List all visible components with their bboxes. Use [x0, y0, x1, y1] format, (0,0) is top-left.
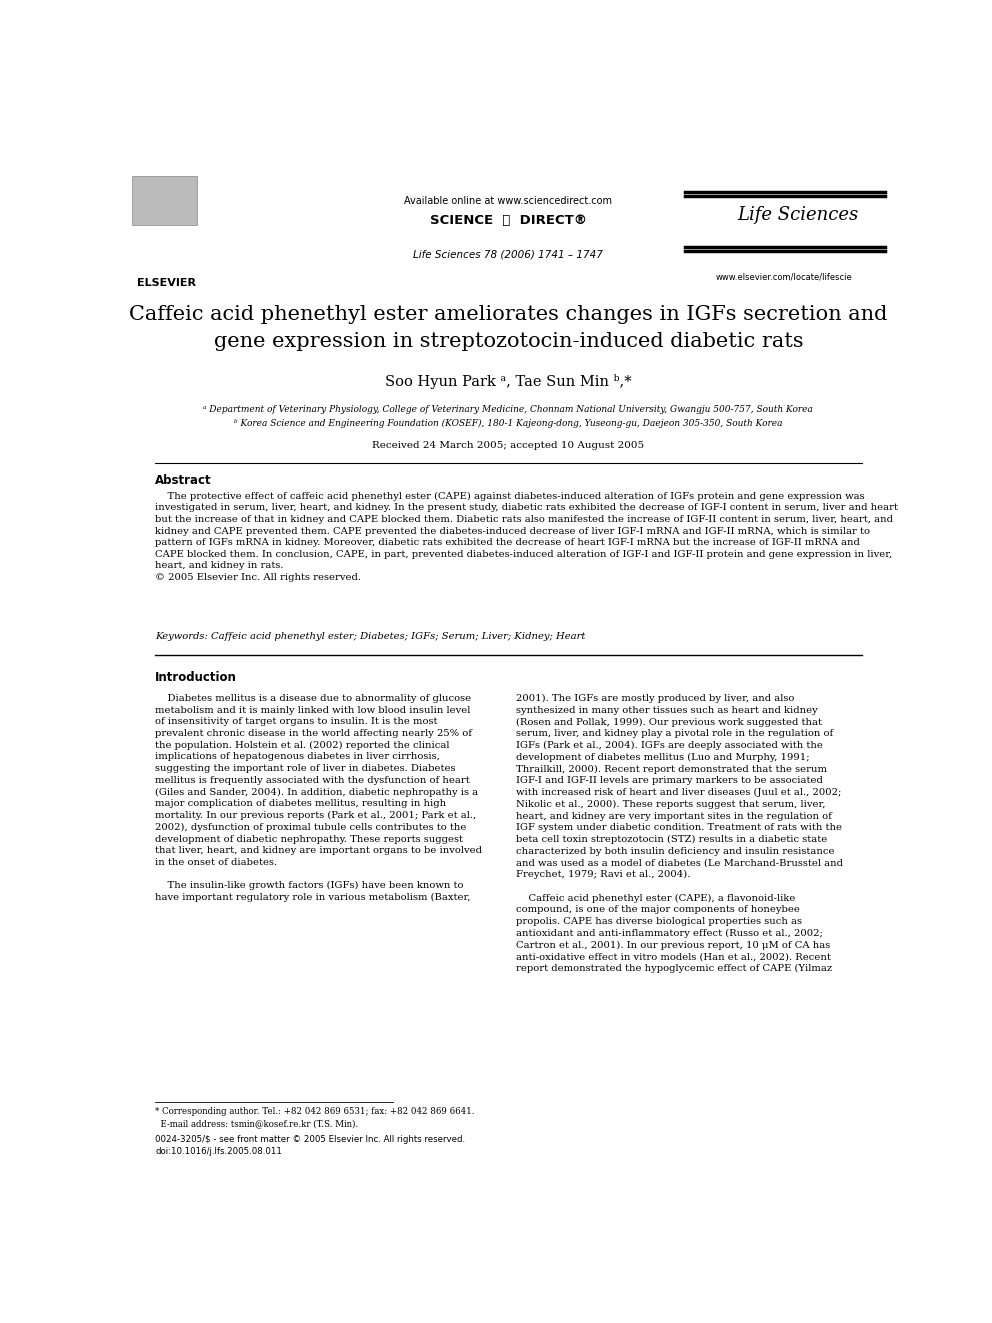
- Text: www.elsevier.com/locate/lifescie: www.elsevier.com/locate/lifescie: [716, 273, 852, 282]
- Text: Life Sciences: Life Sciences: [738, 206, 859, 225]
- Text: 0024-3205/$ - see front matter © 2005 Elsevier Inc. All rights reserved.
doi:10.: 0024-3205/$ - see front matter © 2005 El…: [155, 1135, 465, 1156]
- Text: ᵇ Korea Science and Engineering Foundation (KOSEF), 180-1 Kajeong-dong, Yuseong-: ᵇ Korea Science and Engineering Foundati…: [234, 419, 783, 429]
- Text: Keywords: Caffeic acid phenethyl ester; Diabetes; IGFs; Serum; Liver; Kidney; He: Keywords: Caffeic acid phenethyl ester; …: [155, 632, 585, 642]
- Text: Available online at www.sciencedirect.com: Available online at www.sciencedirect.co…: [405, 196, 612, 205]
- Bar: [132, 176, 197, 225]
- Text: SCIENCE  ⓓ  DIRECT®: SCIENCE ⓓ DIRECT®: [430, 214, 587, 228]
- Text: * Corresponding author. Tel.: +82 042 869 6531; fax: +82 042 869 6641.
  E-mail : * Corresponding author. Tel.: +82 042 86…: [155, 1107, 474, 1129]
- Text: Caffeic acid phenethyl ester ameliorates changes in IGFs secretion and
gene expr: Caffeic acid phenethyl ester ameliorates…: [129, 306, 888, 351]
- Text: Diabetes mellitus is a disease due to abnormality of glucose
metabolism and it i: Diabetes mellitus is a disease due to ab…: [155, 693, 482, 902]
- Text: The protective effect of caffeic acid phenethyl ester (CAPE) against diabetes-in: The protective effect of caffeic acid ph…: [155, 491, 898, 582]
- Text: Introduction: Introduction: [155, 671, 237, 684]
- Text: 2001). The IGFs are mostly produced by liver, and also
synthesized in many other: 2001). The IGFs are mostly produced by l…: [516, 693, 843, 974]
- Text: Life Sciences 78 (2006) 1741 – 1747: Life Sciences 78 (2006) 1741 – 1747: [414, 250, 603, 259]
- Text: ELSEVIER: ELSEVIER: [137, 278, 196, 288]
- Text: Received 24 March 2005; accepted 10 August 2005: Received 24 March 2005; accepted 10 Augu…: [372, 441, 645, 450]
- Text: ᵃ Department of Veterinary Physiology, College of Veterinary Medicine, Chonnam N: ᵃ Department of Veterinary Physiology, C…: [203, 405, 813, 414]
- Text: Soo Hyun Park ᵃ, Tae Sun Min ᵇ,*: Soo Hyun Park ᵃ, Tae Sun Min ᵇ,*: [385, 374, 632, 389]
- Text: Abstract: Abstract: [155, 475, 211, 487]
